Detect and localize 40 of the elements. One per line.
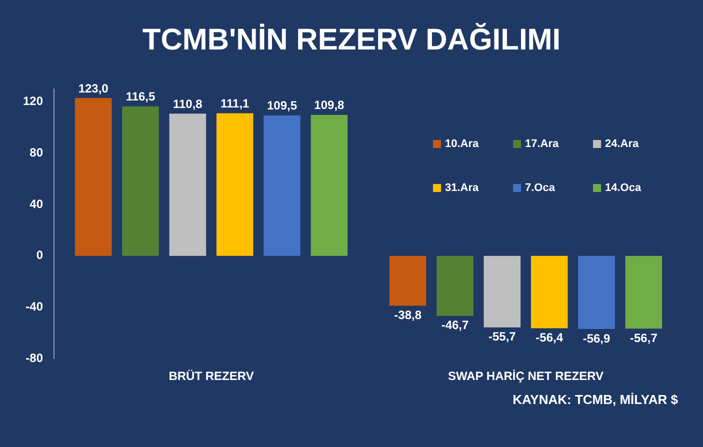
legend-label: 10.Ara [445, 138, 480, 150]
data-label: -46,7 [441, 318, 469, 332]
data-label: 110,8 [172, 96, 203, 111]
legend-label: 7.Oca [525, 182, 556, 194]
data-label: -55,7 [488, 330, 516, 344]
data-label: 116,5 [126, 90, 156, 104]
bar [264, 115, 300, 256]
y-tick-label: 40 [30, 196, 44, 211]
bar [436, 256, 474, 316]
bar [484, 256, 521, 328]
bar [389, 256, 426, 306]
y-tick-label: 80 [30, 146, 44, 160]
bar [625, 256, 662, 329]
x-tick-label: BRÜT REZERV [168, 369, 254, 384]
data-label: 111,1 [220, 96, 250, 111]
chart-title: TCMB'NİN REZERV DAĞILIMI [142, 22, 561, 56]
data-label: 109,5 [267, 98, 298, 113]
data-label: 123,0 [78, 81, 109, 96]
legend-label: 17.Ara [525, 138, 560, 150]
bar [122, 106, 159, 256]
bar [169, 114, 206, 256]
legend-label: 31.Ara [445, 182, 480, 194]
data-label: 109,8 [314, 98, 345, 112]
data-label: -56,9 [582, 331, 611, 346]
bar [530, 256, 568, 328]
bar [216, 113, 254, 256]
data-label: -38,8 [394, 308, 422, 322]
bar [74, 98, 112, 256]
legend-label: 14.Oca [605, 182, 642, 194]
bar [310, 114, 348, 256]
text: KAYNAK: TCMB, MİLYAR $ [512, 392, 679, 408]
x-tick-label: SWAP HARİÇ NET REZERV [448, 369, 604, 384]
data-label: -56,7 [630, 331, 658, 345]
data-label: -56,4 [536, 330, 564, 345]
y-tick-label: 0 [36, 248, 44, 262]
legend-label: 24.Ara [605, 138, 640, 150]
y-tick-label: -80 [26, 350, 44, 365]
y-tick-label: -40 [26, 300, 44, 314]
y-tick-label: 120 [22, 94, 44, 108]
bar [578, 256, 615, 329]
